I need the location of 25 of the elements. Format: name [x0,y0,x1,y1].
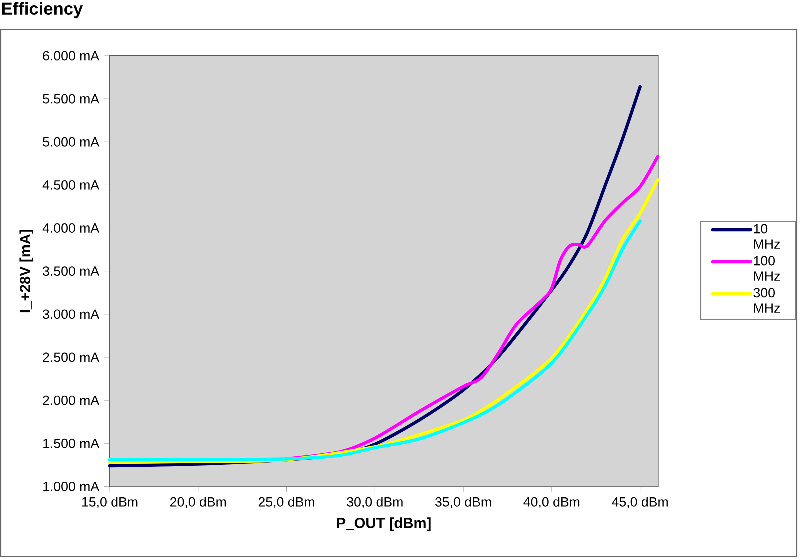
legend-label: 100 MHz [754,256,780,281]
line-series [108,220,642,462]
y-tick-label: 2.500 mA [43,352,100,362]
y-tick-label: 1.500 mA [44,438,100,448]
y-tick-label: 5.500 mA [43,94,100,104]
y-tick-label: 4.500 mA [42,180,100,190]
x-axis-title: P_OUT [dBm] [337,518,431,532]
y-tick-label: 4.000 mA [42,224,100,233]
legend-label: 10 MHz [754,224,780,249]
x-tick-label: 40,0 dBm [524,497,580,508]
x-tick-label: 35,0 dBm [436,497,492,508]
x-tick-label: 25,0 dBm [258,497,314,508]
chart-title: Efficiency [2,2,84,18]
y-tick-label: 1.000 mA [44,482,100,492]
x-tick-label: 30,0 dBm [347,497,403,508]
y-axis-title: I_+28V [mA] [20,230,34,313]
y-tick-label: 5.000 mA [43,137,100,147]
x-tick-label: 45,0 dBm [612,497,668,508]
legend-label: 300 MHz [754,288,780,313]
x-tick-label: 20,0 dBm [170,497,226,508]
x-tick-label: 15,0 dBm [82,497,138,508]
y-tick-label: 6.000 mA [43,51,100,61]
y-tick-label: 3.500 mA [43,266,100,276]
y-tick-label: 3.000 mA [43,310,100,320]
y-tick-label: 2.000 mA [43,396,100,406]
